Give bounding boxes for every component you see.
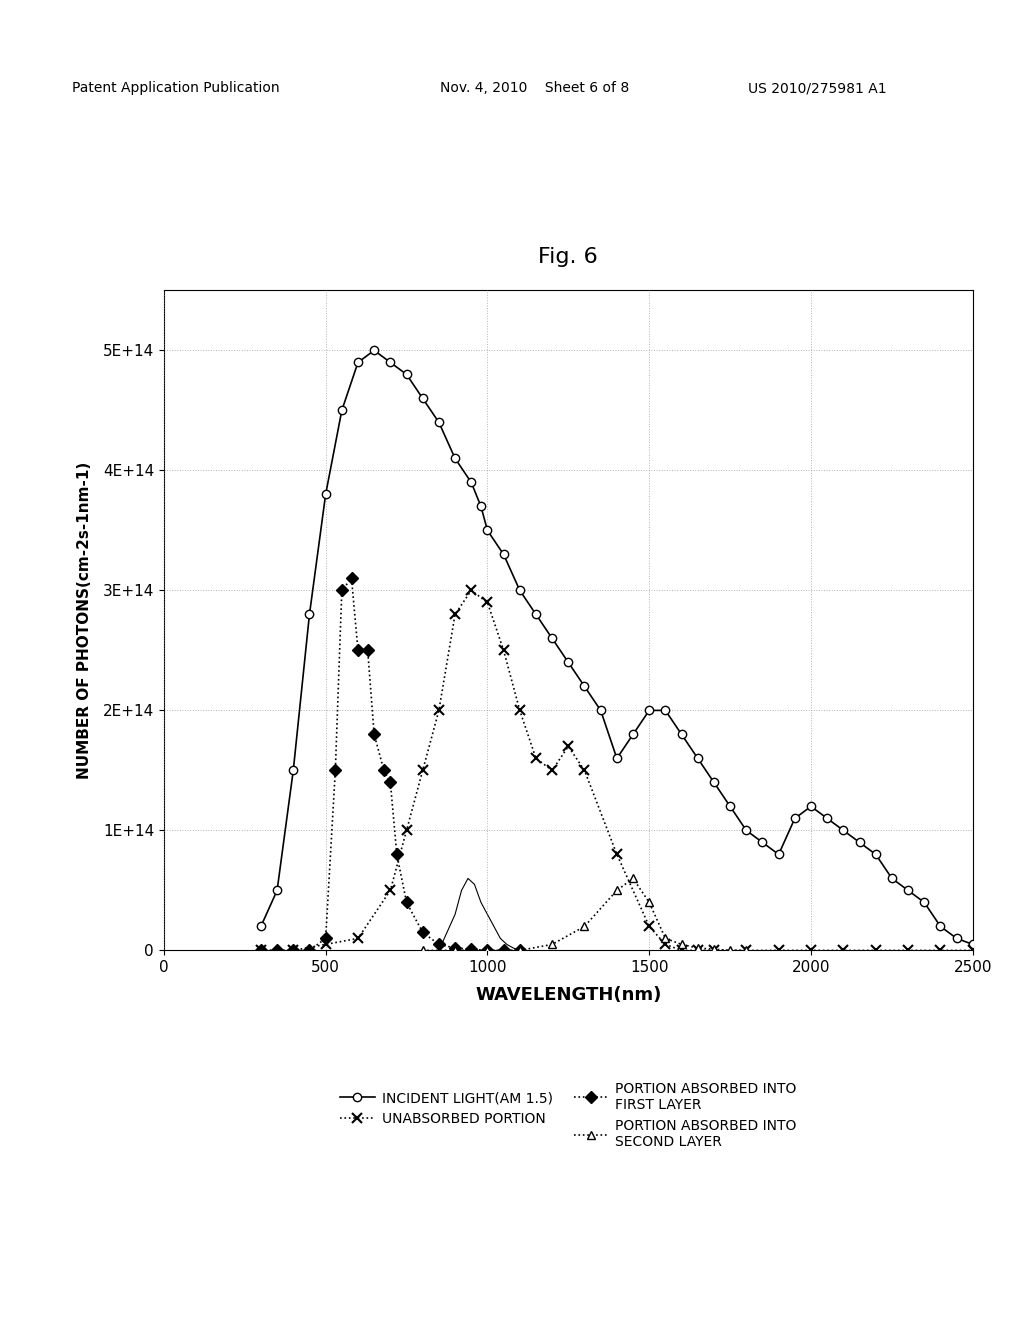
- Title: Fig. 6: Fig. 6: [539, 247, 598, 267]
- X-axis label: WAVELENGTH(nm): WAVELENGTH(nm): [475, 986, 662, 1005]
- Text: US 2010/275981 A1: US 2010/275981 A1: [748, 82, 886, 95]
- Y-axis label: NUMBER OF PHOTONS(cm-2s-1nm-1): NUMBER OF PHOTONS(cm-2s-1nm-1): [77, 462, 91, 779]
- Text: Nov. 4, 2010    Sheet 6 of 8: Nov. 4, 2010 Sheet 6 of 8: [440, 82, 630, 95]
- Text: Patent Application Publication: Patent Application Publication: [72, 82, 280, 95]
- Legend: INCIDENT LIGHT(AM 1.5), UNABSORBED PORTION, PORTION ABSORBED INTO
FIRST LAYER, P: INCIDENT LIGHT(AM 1.5), UNABSORBED PORTI…: [335, 1076, 802, 1155]
